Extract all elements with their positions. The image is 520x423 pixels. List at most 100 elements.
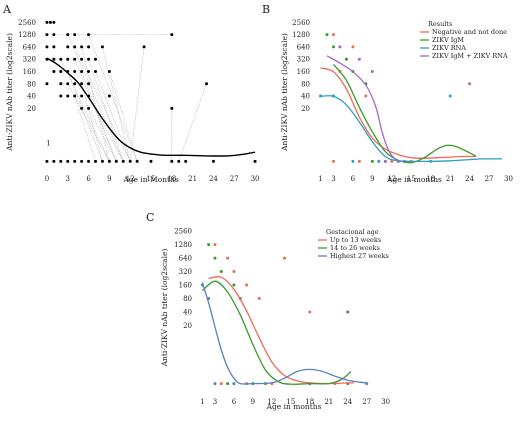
data-point-series-1 [331, 33, 335, 37]
data-point-series-1 [149, 159, 153, 163]
data-point-series-2 [331, 45, 335, 49]
y-tick-label: 160 [23, 68, 36, 76]
y-tick-label: 40 [301, 93, 310, 101]
data-point-series-1 [135, 159, 139, 163]
data-point-series-1 [308, 310, 312, 314]
data-point-series-1 [73, 57, 77, 61]
connector-line [60, 59, 110, 162]
data-point-series-1 [87, 69, 91, 73]
data-point-series-4 [338, 45, 342, 49]
trend-line-series-1 [46, 57, 256, 157]
data-point-series-1 [283, 256, 287, 260]
y-tick-label: 640 [297, 43, 310, 51]
data-point-series-4 [468, 82, 472, 86]
data-point-series-1 [80, 45, 84, 49]
data-point-series-1 [52, 159, 56, 163]
trend-line-series-3 [320, 95, 503, 163]
connector-line [74, 46, 131, 162]
data-point-series-1 [142, 45, 146, 49]
connector-line [178, 83, 207, 162]
x-tick-label: 30 [251, 175, 260, 183]
connector-line [67, 34, 124, 162]
data-point-series-1 [170, 33, 174, 37]
legend-entry-label: 14 to 26 weeks [330, 244, 380, 252]
data-point-series-1 [232, 270, 236, 274]
data-point-series-1 [80, 106, 84, 110]
connector-line [81, 46, 110, 162]
data-point-series-1 [87, 33, 91, 37]
y-tick-label: 80 [27, 80, 36, 88]
y-tick-label: 20 [183, 322, 192, 330]
data-point-series-1 [59, 159, 63, 163]
data-point-series-1 [73, 94, 77, 98]
data-point-series-1 [45, 82, 49, 86]
x-axis-label: Age in Months [122, 175, 179, 184]
legend-entry-label: ZIKV RNA [432, 44, 466, 52]
y-tick-label: 40 [183, 308, 192, 316]
data-point-series-1 [94, 57, 97, 61]
data-point-series-1 [73, 45, 77, 49]
data-point-series-1 [52, 33, 56, 37]
connector-line [88, 34, 138, 162]
y-tick-label: 320 [179, 268, 192, 276]
x-tick-label: 18 [305, 398, 314, 406]
x-tick-label: 21 [324, 398, 333, 406]
data-point-series-1 [59, 94, 63, 98]
connector-line [81, 71, 117, 162]
legend-title: Results [428, 20, 452, 28]
data-point-series-1 [66, 33, 70, 37]
x-tick-label: 15 [407, 175, 416, 183]
x-tick-label: 3 [331, 175, 335, 183]
x-tick-label: 27 [362, 398, 371, 406]
y-tick-label: 320 [297, 56, 310, 64]
data-point-series-1 [351, 45, 355, 49]
data-point-series-1 [59, 69, 63, 73]
y-tick-label: 2560 [174, 228, 192, 236]
x-tick-label: 12 [126, 175, 135, 183]
x-tick-label: 21 [188, 175, 197, 183]
data-point-series-1 [73, 33, 77, 37]
x-tick-label: 0 [45, 175, 49, 183]
data-point-series-1 [257, 296, 261, 300]
y-tick-label: 320 [23, 56, 36, 64]
data-point-series-1 [59, 57, 63, 61]
x-tick-label: 30 [504, 175, 513, 183]
connector-line [74, 95, 96, 162]
legend-entry-label: ZIKV IgM + ZIKV RNA [432, 52, 508, 60]
connector-line [95, 71, 131, 162]
data-point-series-3 [351, 159, 355, 163]
connector-line [88, 59, 124, 162]
x-tick-label: 12 [387, 175, 396, 183]
data-point-series-2 [346, 310, 350, 314]
data-point-series-4 [370, 69, 374, 73]
x-tick-label: 18 [167, 175, 176, 183]
data-point-series-1 [107, 159, 111, 163]
data-point-series-3 [232, 382, 236, 386]
trend-line-series-4 [326, 55, 402, 163]
x-tick-label: 1 [200, 398, 204, 406]
data-point-series-1 [66, 159, 70, 163]
trend-line-series-1 [208, 275, 355, 385]
data-point-series-2 [219, 270, 223, 274]
y-axis-label: Anti-ZIKV nAb titer (log2scale) [5, 33, 14, 152]
legend-entry-label: Highest 27 weeks [330, 252, 389, 260]
connector-line [88, 108, 117, 162]
data-point-series-1 [52, 57, 56, 61]
y-tick-label: 160 [297, 68, 310, 76]
connector-line [109, 71, 138, 162]
y-tick-label: 1280 [18, 31, 36, 39]
data-point-series-1 [364, 94, 368, 98]
x-tick-label: 3 [66, 175, 70, 183]
data-point-series-1 [45, 20, 49, 24]
data-point-series-1 [94, 159, 97, 163]
x-tick-label: 27 [485, 175, 494, 183]
x-tick-label: 3 [213, 398, 217, 406]
x-tick-label: 24 [343, 398, 352, 406]
data-point-series-1 [80, 57, 84, 61]
data-point-series-1 [48, 20, 52, 24]
x-axis-label: Age in months [386, 175, 442, 184]
